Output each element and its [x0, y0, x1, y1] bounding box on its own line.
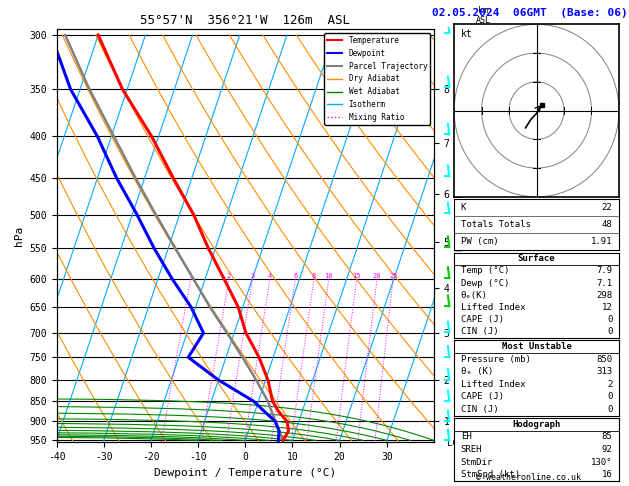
Text: 25: 25 [389, 273, 398, 279]
Text: 7.9: 7.9 [596, 266, 613, 276]
Text: StmDir: StmDir [460, 458, 493, 467]
Text: Dewp (°C): Dewp (°C) [460, 278, 509, 288]
Text: 8: 8 [312, 273, 316, 279]
Text: Totals Totals: Totals Totals [460, 220, 531, 229]
Text: © weatheronline.co.uk: © weatheronline.co.uk [476, 473, 581, 482]
Text: K: K [460, 203, 466, 212]
Text: 1.91: 1.91 [591, 237, 613, 246]
Text: 85: 85 [601, 433, 613, 441]
Text: CAPE (J): CAPE (J) [460, 315, 504, 324]
Text: 6: 6 [293, 273, 298, 279]
Text: 16: 16 [601, 470, 613, 479]
Text: 0: 0 [607, 392, 613, 401]
Text: 4: 4 [268, 273, 272, 279]
Text: θₑ (K): θₑ (K) [460, 367, 493, 376]
Text: Lifted Index: Lifted Index [460, 380, 525, 389]
Text: PW (cm): PW (cm) [460, 237, 498, 246]
Text: CIN (J): CIN (J) [460, 327, 498, 336]
X-axis label: Dewpoint / Temperature (°C): Dewpoint / Temperature (°C) [154, 468, 337, 478]
Text: 10: 10 [325, 273, 333, 279]
Text: Most Unstable: Most Unstable [501, 342, 572, 351]
Text: Pressure (mb): Pressure (mb) [460, 354, 531, 364]
Text: kt: kt [460, 30, 472, 39]
Text: 7.1: 7.1 [596, 278, 613, 288]
Text: 1: 1 [189, 273, 193, 279]
Text: 850: 850 [596, 354, 613, 364]
Text: Surface: Surface [518, 254, 555, 263]
Text: CIN (J): CIN (J) [460, 405, 498, 414]
Text: 20: 20 [373, 273, 381, 279]
Text: 02.05.2024  06GMT  (Base: 06): 02.05.2024 06GMT (Base: 06) [431, 8, 628, 17]
Text: 313: 313 [596, 367, 613, 376]
Text: 92: 92 [601, 445, 613, 454]
Title: 55°57'N  356°21'W  126m  ASL: 55°57'N 356°21'W 126m ASL [140, 14, 350, 27]
Text: 12: 12 [601, 303, 613, 312]
Text: θₑ(K): θₑ(K) [460, 291, 487, 300]
Text: 15: 15 [352, 273, 361, 279]
Text: 2: 2 [607, 380, 613, 389]
Text: StmSpd (kt): StmSpd (kt) [460, 470, 520, 479]
Text: LCL: LCL [447, 439, 464, 448]
Text: 0: 0 [607, 405, 613, 414]
Text: 3: 3 [250, 273, 255, 279]
Text: SREH: SREH [460, 445, 482, 454]
Text: Hodograph: Hodograph [513, 420, 560, 429]
Text: EH: EH [460, 433, 472, 441]
Text: 2: 2 [227, 273, 231, 279]
Text: 22: 22 [601, 203, 613, 212]
Text: Lifted Index: Lifted Index [460, 303, 525, 312]
Legend: Temperature, Dewpoint, Parcel Trajectory, Dry Adiabat, Wet Adiabat, Isotherm, Mi: Temperature, Dewpoint, Parcel Trajectory… [324, 33, 430, 125]
Text: 48: 48 [601, 220, 613, 229]
Text: CAPE (J): CAPE (J) [460, 392, 504, 401]
Y-axis label: hPa: hPa [14, 226, 24, 246]
Text: km
ASL: km ASL [476, 6, 491, 25]
Y-axis label: Mixing Ratio (g/kg): Mixing Ratio (g/kg) [455, 180, 465, 292]
Text: 0: 0 [607, 315, 613, 324]
Text: Temp (°C): Temp (°C) [460, 266, 509, 276]
Text: 130°: 130° [591, 458, 613, 467]
Text: 0: 0 [607, 327, 613, 336]
Text: 298: 298 [596, 291, 613, 300]
